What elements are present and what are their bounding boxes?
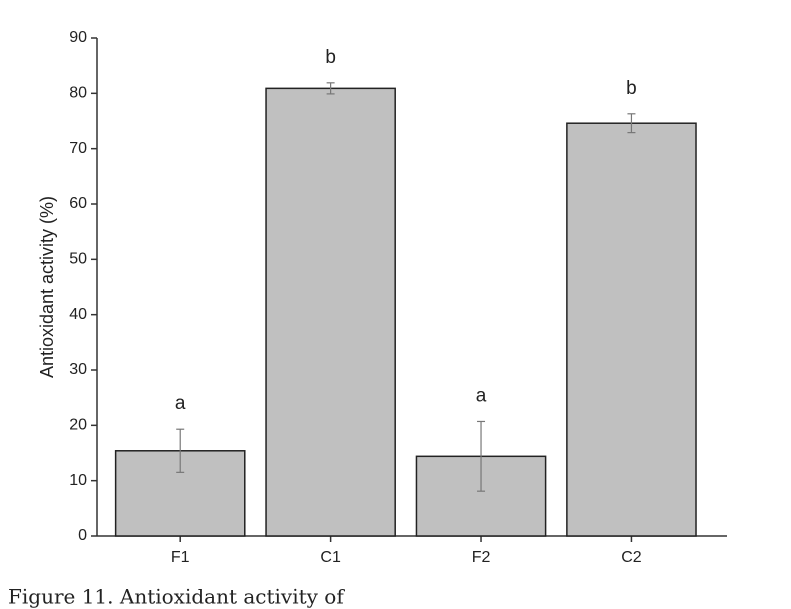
- annotation: b: [325, 47, 336, 68]
- x-tick-label: F2: [472, 549, 491, 566]
- y-tick-label: 0: [78, 527, 87, 544]
- y-tick-label: 70: [69, 140, 87, 157]
- y-axis-label: Antioxidant activity (%): [37, 196, 57, 378]
- annotation: a: [175, 393, 186, 414]
- y-tick-label: 50: [69, 251, 87, 268]
- annotation: a: [476, 385, 487, 406]
- x-tick-label: C1: [320, 549, 341, 566]
- y-tick-label: 80: [69, 85, 87, 102]
- y-tick-label: 20: [69, 417, 87, 434]
- x-tick-label: F1: [171, 549, 190, 566]
- y-tick-label: 40: [69, 306, 87, 323]
- bar: [566, 122, 697, 537]
- y-tick-label: 30: [69, 361, 87, 378]
- bar: [265, 87, 396, 537]
- annotation: b: [626, 78, 637, 99]
- y-tick-label: 10: [69, 472, 87, 489]
- caption: Figure 11. Antioxidant activity of: [8, 585, 345, 609]
- x-tick-label: C2: [621, 549, 642, 566]
- y-tick-label: 90: [69, 29, 87, 46]
- y-tick-label: 60: [69, 195, 87, 212]
